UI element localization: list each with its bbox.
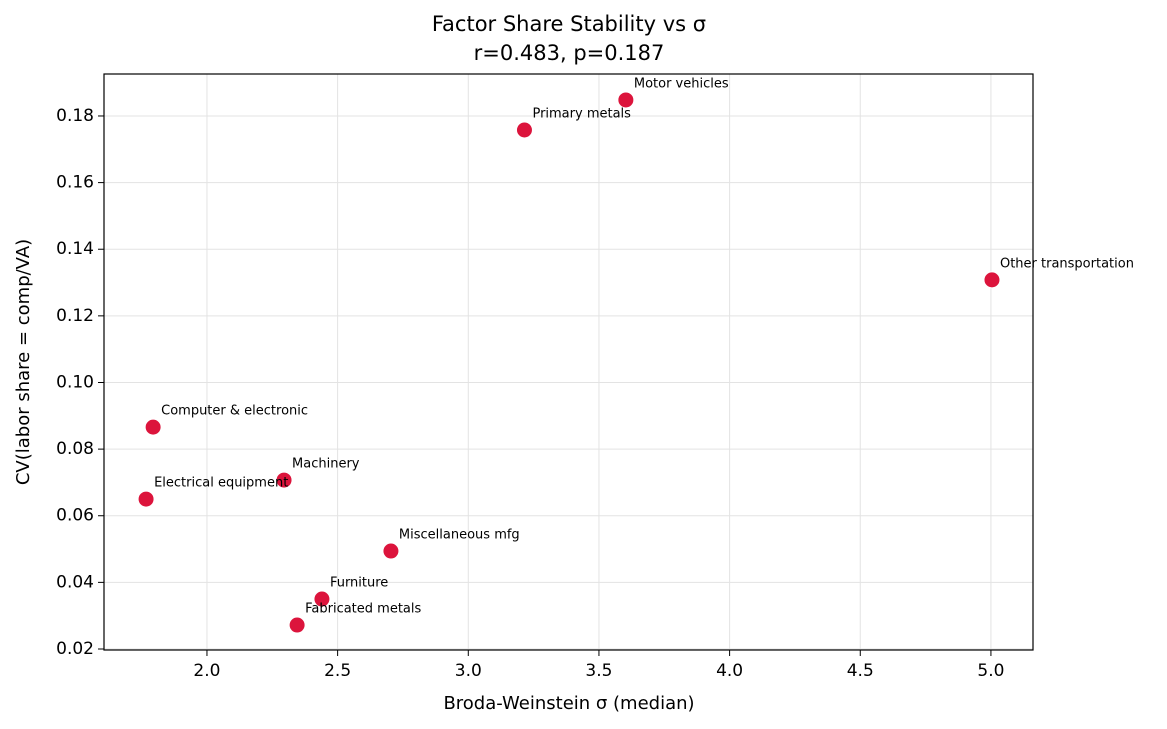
x-axis-label: Broda-Weinstein σ (median) <box>443 693 694 714</box>
point-label: Motor vehicles <box>634 76 729 91</box>
y-tick-label: 0.10 <box>56 372 94 392</box>
x-tick-label: 5.0 <box>977 661 1004 681</box>
plot-frame <box>103 73 1034 651</box>
point-label: Electrical equipment <box>154 476 288 491</box>
point <box>137 490 155 508</box>
x-tick-label: 3.5 <box>585 661 612 681</box>
y-tick-label: 0.06 <box>56 506 94 526</box>
chart-title: Factor Share Stability vs σ <box>432 12 706 36</box>
point-label: Furniture <box>330 576 388 591</box>
point <box>144 418 162 436</box>
point <box>617 91 635 109</box>
point <box>313 590 331 608</box>
point-label: Fabricated metals <box>305 602 421 617</box>
point <box>288 616 306 634</box>
chart-subtitle: r=0.483, p=0.187 <box>474 41 665 65</box>
y-tick-label: 0.12 <box>56 306 94 326</box>
point <box>983 271 1001 289</box>
point-label: Machinery <box>292 457 360 472</box>
y-tick-label: 0.08 <box>56 439 94 459</box>
x-tick-label: 4.0 <box>716 661 743 681</box>
y-tick-label: 0.04 <box>56 572 94 592</box>
point-label: Computer & electronic <box>161 404 308 419</box>
point <box>382 542 400 560</box>
y-axis-label: CV(labor share = comp/VA) <box>13 239 34 485</box>
point-label: Primary metals <box>532 106 631 121</box>
point-label: Miscellaneous mfg <box>399 528 520 543</box>
y-tick-label: 0.16 <box>56 173 94 193</box>
x-tick-label: 2.5 <box>324 661 351 681</box>
point-label: Other transportation <box>1000 256 1134 271</box>
point <box>275 471 293 489</box>
x-tick-label: 3.0 <box>455 661 482 681</box>
x-tick-label: 2.0 <box>193 661 220 681</box>
x-tick-label: 4.5 <box>847 661 874 681</box>
point <box>515 121 533 139</box>
y-tick-label: 0.14 <box>56 239 94 259</box>
y-tick-label: 0.18 <box>56 106 94 126</box>
y-tick-label: 0.02 <box>56 639 94 659</box>
